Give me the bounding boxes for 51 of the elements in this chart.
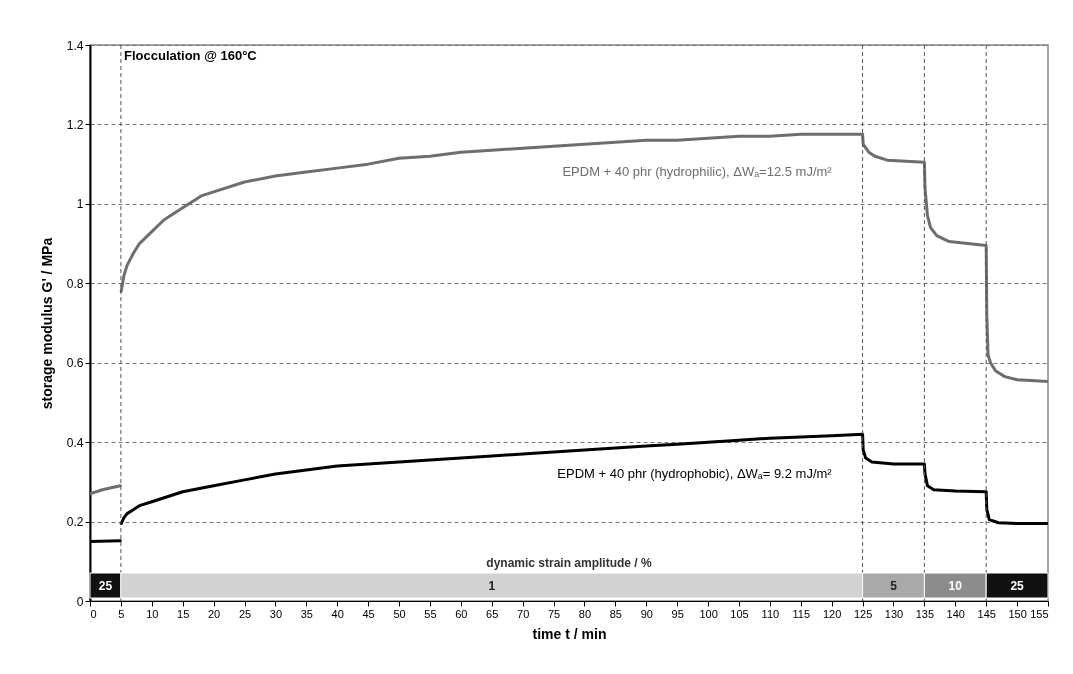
x-tick-label: 75 <box>547 607 561 620</box>
band-label: 10 <box>948 579 963 593</box>
x-tick-label: 35 <box>300 607 313 620</box>
x-tick-label: 40 <box>331 607 344 620</box>
y-tick-label: 0 <box>76 594 84 609</box>
x-tick-label: 60 <box>455 607 468 620</box>
band-label: 1 <box>488 579 496 593</box>
x-tick-label: 55 <box>424 607 437 620</box>
y-tick-label: 0.6 <box>66 356 84 371</box>
x-tick-label: 20 <box>207 607 221 620</box>
y-tick-label: 0.4 <box>66 435 84 450</box>
x-tick-label: 0 <box>90 607 97 620</box>
series-label: EPDM + 40 phr (hydrophilic), ΔWₐ=12.5 mJ/m² <box>562 164 833 180</box>
annotation: dynamic strain amplitude / % <box>486 556 653 570</box>
series-label: EPDM + 40 phr (hydrophobic), ΔWₐ= 9.2 mJ/m² <box>557 465 833 481</box>
band-label: 5 <box>890 579 898 593</box>
x-tick-label: 95 <box>671 607 684 620</box>
x-tick-label: 150 <box>1008 607 1027 620</box>
x-tick-label: 50 <box>393 607 406 620</box>
x-tick-label: 10 <box>146 607 159 620</box>
x-tick-label: 115 <box>792 607 811 620</box>
x-tick-label: 130 <box>884 607 904 620</box>
x-tick-label: 90 <box>640 607 653 620</box>
chart-title: Flocculation @ 160°C <box>124 48 258 63</box>
band-label: 25 <box>98 579 113 593</box>
x-tick-label: 100 <box>699 607 718 620</box>
x-tick-label: 85 <box>609 607 622 620</box>
x-tick-label: 80 <box>578 607 592 620</box>
x-tick-label: 45 <box>362 607 375 620</box>
x-tick-label: 125 <box>853 607 873 620</box>
band-label: 25 <box>1010 579 1025 593</box>
y-tick-label: 0.8 <box>66 276 84 291</box>
x-tick-label: 15 <box>177 607 190 620</box>
x-tick-label: 65 <box>486 607 499 620</box>
y-tick-label: 1.4 <box>66 38 84 53</box>
x-tick-label: 5 <box>118 607 125 620</box>
x-tick-label: 30 <box>269 607 283 620</box>
x-tick-label: 145 <box>977 607 996 620</box>
y-tick-label: 0.2 <box>66 515 84 530</box>
x-axis-title: time t / min <box>532 625 607 642</box>
x-tick-label: 120 <box>823 607 842 620</box>
y-tick-label: 1 <box>76 197 84 212</box>
x-tick-label: 140 <box>946 607 965 620</box>
y-axis-title: storage modulus G' / MPa <box>38 237 55 410</box>
x-tick-label: 105 <box>730 607 749 620</box>
x-tick-label: 155 <box>1030 607 1049 620</box>
x-tick-label: 70 <box>517 607 530 620</box>
y-tick-label: 1.2 <box>66 117 84 132</box>
x-tick-label: 135 <box>915 607 935 620</box>
x-tick-label: 110 <box>761 607 780 620</box>
x-tick-label: 25 <box>238 607 252 620</box>
